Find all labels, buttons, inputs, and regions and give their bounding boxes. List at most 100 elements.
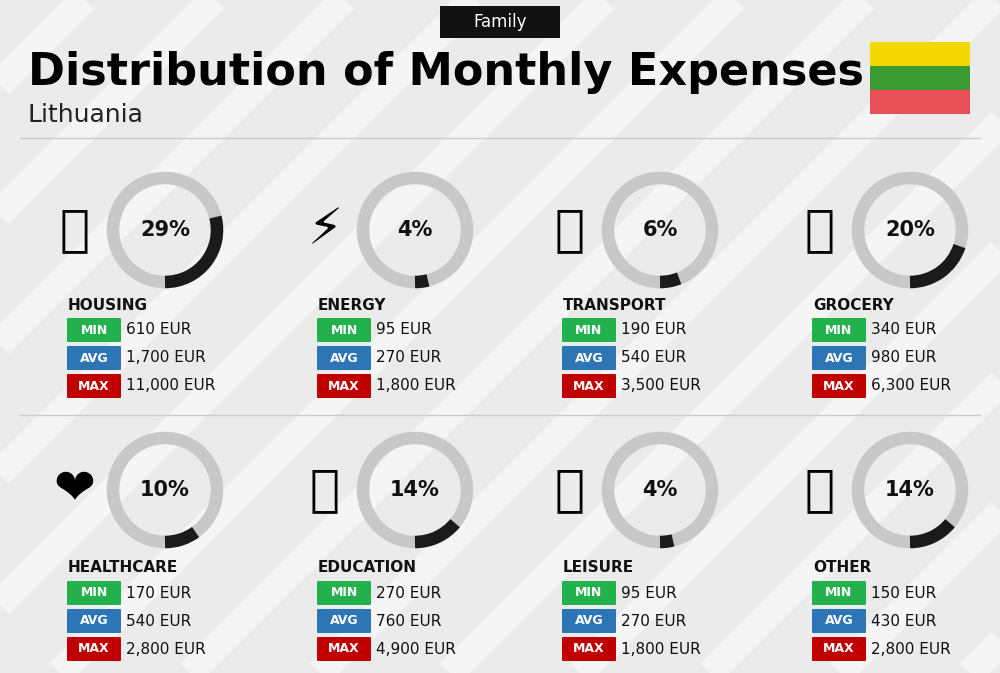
Text: 270 EUR: 270 EUR [376, 351, 441, 365]
Text: HOUSING: HOUSING [68, 297, 148, 312]
Text: 95 EUR: 95 EUR [621, 586, 677, 600]
Text: 430 EUR: 430 EUR [871, 614, 936, 629]
Text: AVG: AVG [575, 614, 603, 627]
Text: MIN: MIN [575, 586, 603, 600]
FancyBboxPatch shape [67, 609, 121, 633]
Text: 980 EUR: 980 EUR [871, 351, 936, 365]
Text: MAX: MAX [78, 380, 110, 392]
Text: MIN: MIN [575, 324, 603, 336]
Text: 6%: 6% [642, 220, 678, 240]
FancyBboxPatch shape [317, 318, 371, 342]
Text: 4,900 EUR: 4,900 EUR [376, 641, 456, 656]
Text: 610 EUR: 610 EUR [126, 322, 191, 337]
FancyBboxPatch shape [562, 637, 616, 661]
Text: MAX: MAX [78, 643, 110, 656]
Text: 1,700 EUR: 1,700 EUR [126, 351, 206, 365]
Text: 14%: 14% [390, 480, 440, 500]
Text: MAX: MAX [328, 643, 360, 656]
Text: 6,300 EUR: 6,300 EUR [871, 378, 951, 394]
Text: 29%: 29% [140, 220, 190, 240]
Text: AVG: AVG [825, 614, 853, 627]
Text: AVG: AVG [825, 351, 853, 365]
Text: 4%: 4% [397, 220, 433, 240]
Text: 🚌: 🚌 [555, 206, 585, 254]
Text: MIN: MIN [80, 324, 108, 336]
Text: 540 EUR: 540 EUR [126, 614, 191, 629]
Text: 1,800 EUR: 1,800 EUR [621, 641, 701, 656]
Text: MIN: MIN [825, 324, 853, 336]
FancyBboxPatch shape [870, 66, 970, 90]
Text: AVG: AVG [80, 351, 108, 365]
Text: 🛒: 🛒 [805, 206, 835, 254]
FancyBboxPatch shape [812, 346, 866, 370]
FancyBboxPatch shape [812, 374, 866, 398]
Text: AVG: AVG [330, 614, 358, 627]
Text: MIN: MIN [825, 586, 853, 600]
FancyBboxPatch shape [67, 318, 121, 342]
Text: MAX: MAX [823, 643, 855, 656]
FancyBboxPatch shape [812, 637, 866, 661]
Text: 190 EUR: 190 EUR [621, 322, 686, 337]
FancyBboxPatch shape [317, 637, 371, 661]
Text: 🛍️: 🛍️ [555, 466, 585, 514]
Text: 2,800 EUR: 2,800 EUR [126, 641, 206, 656]
Text: AVG: AVG [330, 351, 358, 365]
Text: 170 EUR: 170 EUR [126, 586, 191, 600]
Text: Lithuania: Lithuania [28, 103, 144, 127]
FancyBboxPatch shape [440, 6, 560, 38]
Text: 14%: 14% [885, 480, 935, 500]
FancyBboxPatch shape [870, 42, 970, 66]
Text: ⚡: ⚡ [307, 206, 343, 254]
FancyBboxPatch shape [562, 346, 616, 370]
FancyBboxPatch shape [317, 581, 371, 605]
Text: 10%: 10% [140, 480, 190, 500]
FancyBboxPatch shape [67, 581, 121, 605]
Text: 4%: 4% [642, 480, 678, 500]
Text: 2,800 EUR: 2,800 EUR [871, 641, 951, 656]
FancyBboxPatch shape [317, 374, 371, 398]
FancyBboxPatch shape [562, 318, 616, 342]
Text: 11,000 EUR: 11,000 EUR [126, 378, 215, 394]
FancyBboxPatch shape [317, 609, 371, 633]
Text: MAX: MAX [573, 380, 605, 392]
Text: 540 EUR: 540 EUR [621, 351, 686, 365]
Text: MIN: MIN [80, 586, 108, 600]
FancyBboxPatch shape [317, 346, 371, 370]
Text: ENERGY: ENERGY [318, 297, 386, 312]
Text: MAX: MAX [328, 380, 360, 392]
Text: 150 EUR: 150 EUR [871, 586, 936, 600]
Text: OTHER: OTHER [813, 561, 871, 575]
Text: Distribution of Monthly Expenses: Distribution of Monthly Expenses [28, 50, 864, 94]
Text: AVG: AVG [575, 351, 603, 365]
FancyBboxPatch shape [67, 637, 121, 661]
FancyBboxPatch shape [812, 609, 866, 633]
Text: 20%: 20% [885, 220, 935, 240]
FancyBboxPatch shape [870, 90, 970, 114]
Text: GROCERY: GROCERY [813, 297, 894, 312]
FancyBboxPatch shape [562, 581, 616, 605]
Text: 3,500 EUR: 3,500 EUR [621, 378, 701, 394]
Text: TRANSPORT: TRANSPORT [563, 297, 666, 312]
Text: ❤️: ❤️ [54, 466, 96, 514]
Text: 760 EUR: 760 EUR [376, 614, 441, 629]
Text: MIN: MIN [330, 586, 358, 600]
FancyBboxPatch shape [812, 581, 866, 605]
Text: MIN: MIN [330, 324, 358, 336]
Text: 270 EUR: 270 EUR [376, 586, 441, 600]
Text: EDUCATION: EDUCATION [318, 561, 417, 575]
Text: MAX: MAX [823, 380, 855, 392]
Text: 🏗: 🏗 [60, 206, 90, 254]
Text: 95 EUR: 95 EUR [376, 322, 432, 337]
FancyBboxPatch shape [67, 374, 121, 398]
Text: AVG: AVG [80, 614, 108, 627]
Text: LEISURE: LEISURE [563, 561, 634, 575]
Text: HEALTHCARE: HEALTHCARE [68, 561, 178, 575]
Text: Family: Family [473, 13, 527, 31]
FancyBboxPatch shape [812, 318, 866, 342]
FancyBboxPatch shape [67, 346, 121, 370]
FancyBboxPatch shape [562, 374, 616, 398]
Text: 1,800 EUR: 1,800 EUR [376, 378, 456, 394]
Text: 340 EUR: 340 EUR [871, 322, 936, 337]
FancyBboxPatch shape [562, 609, 616, 633]
Text: 🎓: 🎓 [310, 466, 340, 514]
